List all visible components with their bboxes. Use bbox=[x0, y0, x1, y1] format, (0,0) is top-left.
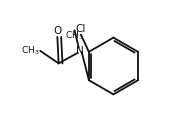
Text: N: N bbox=[76, 46, 84, 56]
Text: Cl: Cl bbox=[75, 24, 86, 34]
Text: CH$_3$: CH$_3$ bbox=[65, 30, 84, 42]
Text: CH$_3$: CH$_3$ bbox=[21, 45, 39, 57]
Text: O: O bbox=[53, 26, 62, 36]
